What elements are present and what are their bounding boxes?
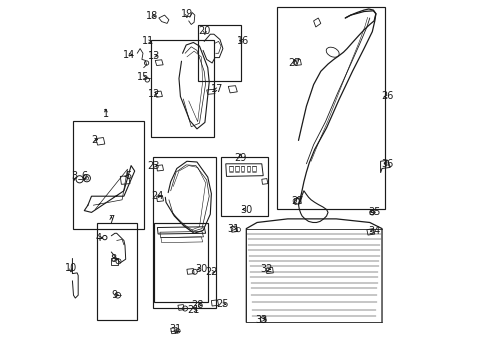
Text: 16: 16: [237, 36, 249, 46]
Text: 33: 33: [255, 315, 267, 325]
Text: 32: 32: [260, 264, 272, 274]
Text: 34: 34: [367, 226, 380, 236]
Text: 24: 24: [151, 191, 163, 201]
Text: 20: 20: [198, 26, 211, 36]
Text: 30: 30: [195, 264, 207, 274]
Text: 29: 29: [234, 153, 246, 163]
Text: 3: 3: [71, 171, 78, 181]
Bar: [197, 25, 241, 81]
Text: 17: 17: [211, 84, 223, 94]
Text: 7: 7: [108, 215, 114, 225]
Text: 12: 12: [147, 89, 160, 99]
Text: 10: 10: [65, 263, 77, 273]
Text: 4: 4: [96, 233, 102, 243]
Text: 11: 11: [142, 36, 154, 46]
Bar: [73, 121, 143, 229]
Bar: [221, 157, 267, 216]
Text: 31: 31: [169, 324, 181, 334]
Text: 18: 18: [145, 11, 158, 21]
Text: 19: 19: [181, 9, 193, 19]
Text: 22: 22: [204, 267, 217, 277]
Text: 30: 30: [240, 204, 252, 215]
Text: 15: 15: [137, 72, 149, 82]
Text: 14: 14: [122, 50, 134, 60]
Text: 9: 9: [112, 290, 118, 300]
Text: 21: 21: [187, 305, 199, 315]
Text: 2: 2: [91, 135, 97, 145]
Text: 1: 1: [102, 109, 109, 120]
Bar: [276, 7, 384, 209]
Text: 27: 27: [291, 196, 304, 206]
Text: 25: 25: [216, 299, 228, 309]
Bar: [151, 40, 213, 137]
Text: 36: 36: [381, 159, 393, 169]
Text: 27: 27: [288, 58, 301, 68]
Text: 6: 6: [81, 171, 87, 181]
Text: 8: 8: [110, 254, 116, 264]
Polygon shape: [246, 226, 381, 233]
Text: 35: 35: [367, 207, 380, 217]
Text: 23: 23: [147, 161, 160, 171]
Bar: [152, 157, 215, 308]
Text: 28: 28: [191, 300, 203, 310]
Bar: [154, 223, 208, 302]
Text: 26: 26: [381, 91, 393, 102]
Text: 31: 31: [226, 224, 239, 234]
Text: 13: 13: [147, 51, 160, 61]
Bar: [97, 223, 136, 320]
Text: 5: 5: [125, 171, 131, 181]
